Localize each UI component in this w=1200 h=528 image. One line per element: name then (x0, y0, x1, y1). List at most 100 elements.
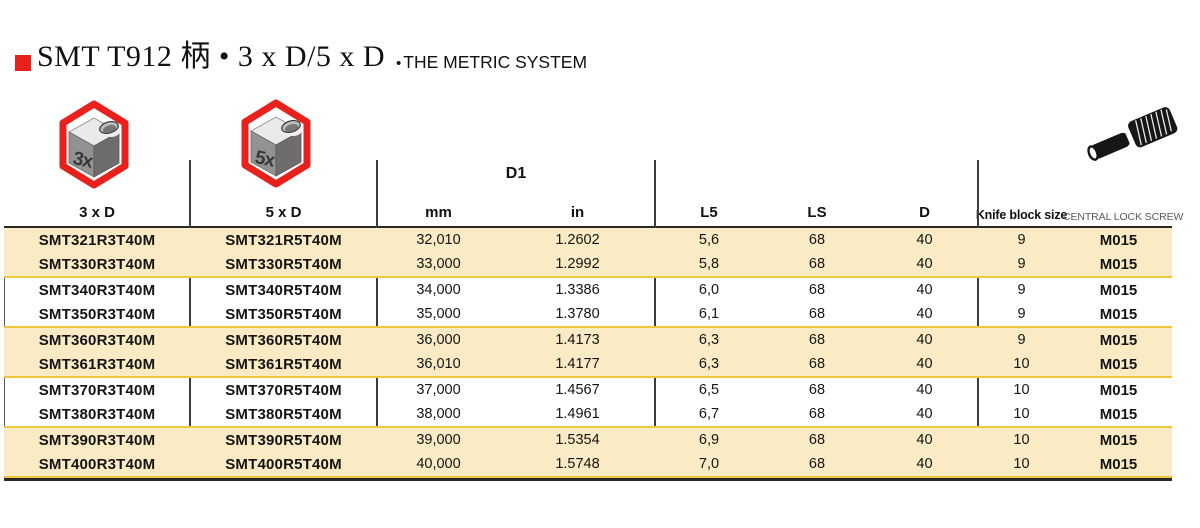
table-cell: 68 (808, 332, 826, 348)
table-cell: 6,3 (698, 332, 720, 348)
table-cell: SMT340R5T40M (225, 282, 342, 299)
table-cell: 9 (1017, 332, 1026, 348)
table-cell: SMT360R5T40M (225, 332, 342, 349)
table-cell: 68 (808, 256, 826, 272)
table-row: SMT350R3T40M SMT350R5T40M 35,000 1.3780 6,1 6… (4, 303, 1172, 328)
table-row: SMT330R3T40M SMT330R5T40M 33,000 1.2992 5,8 6… (4, 253, 1172, 278)
product-table: SMT321R3T40M SMT321R5T40M 32,010 1.2602 5,6 6… (4, 228, 1172, 478)
table-cell: 1.4567 (555, 382, 600, 398)
red-square-bullet (15, 55, 31, 71)
col-header-l5: L5 (700, 204, 718, 221)
page-subtitle: • THE METRIC SYSTEM (396, 52, 587, 74)
table-cell: 68 (808, 232, 826, 248)
table-cell: 10 (1013, 356, 1030, 372)
table-cell: SMT330R5T40M (225, 256, 342, 273)
table-cell: SMT390R5T40M (225, 432, 342, 449)
table-cell: 68 (808, 432, 826, 448)
table-cell: 33,000 (416, 256, 461, 272)
table-cell: M015 (1099, 382, 1138, 399)
table-cell: M015 (1099, 256, 1138, 273)
table-cell: SMT370R5T40M (225, 382, 342, 399)
table-cell: 35,000 (416, 306, 461, 322)
bullet-icon: • (396, 55, 402, 72)
table-cell: M015 (1099, 282, 1138, 299)
table-cell: 40 (916, 456, 933, 472)
table-cell: SMT380R5T40M (225, 406, 342, 423)
col-header-ls: LS (807, 204, 827, 221)
pocket-hole (284, 124, 299, 132)
table-cell: 1.5354 (555, 432, 600, 448)
table-row: SMT390R3T40M SMT390R5T40M 39,000 1.5354 6,9 6… (4, 428, 1172, 453)
table-cell: 1.3386 (555, 282, 600, 298)
table-cell: 9 (1017, 282, 1026, 298)
table-cell: SMT340R3T40M (38, 282, 156, 299)
table-cell: 10 (1013, 432, 1030, 448)
col-header-5xd: 5 x D (265, 204, 302, 221)
col-header-knife-block-size: Knife block size (975, 208, 1068, 222)
table-cell: 36,010 (416, 356, 461, 372)
column-divider (376, 160, 378, 478)
table-cell: 1.4961 (555, 406, 600, 422)
col-header-central-lock-screw: CENTRAL LOCK SCREW (1063, 211, 1184, 223)
table-cell: 40 (916, 332, 933, 348)
table-row: SMT380R3T40M SMT380R5T40M 38,000 1.4961 6,7 6… (4, 403, 1172, 428)
table-cell: 68 (808, 382, 826, 398)
table-cell: 9 (1017, 232, 1026, 248)
table-row: SMT370R3T40M SMT370R5T40M 37,000 1.4567 6,5 6… (4, 378, 1172, 403)
table-cell: 40 (916, 256, 933, 272)
table-cell: SMT350R3T40M (38, 306, 156, 323)
header-rule (4, 226, 1172, 229)
table-cell: M015 (1099, 456, 1138, 473)
col-header-in: in (570, 204, 585, 221)
pocket-hole (102, 125, 117, 133)
table-cell: 10 (1013, 456, 1030, 472)
table-cell: M015 (1099, 356, 1138, 373)
5xd-cube-icon: 5x (241, 99, 311, 188)
table-cell: 68 (808, 356, 826, 372)
central-lock-screw-icon (1087, 107, 1178, 161)
table-cell: SMT361R3T40M (38, 356, 156, 373)
table-row: SMT360R3T40M SMT360R5T40M 36,000 1.4173 6,3 6… (4, 328, 1172, 353)
table-cell: 10 (1013, 382, 1030, 398)
table-cell: M015 (1099, 332, 1138, 349)
table-cell: 34,000 (416, 282, 461, 298)
table-cell: SMT360R3T40M (38, 332, 156, 349)
table-row: SMT321R3T40M SMT321R5T40M 32,010 1.2602 5,6 6… (4, 228, 1172, 253)
table-cell: 37,000 (416, 382, 461, 398)
column-divider (654, 160, 656, 478)
table-cell: 5,8 (698, 256, 720, 272)
table-row: SMT400R3T40M SMT400R5T40M 40,000 1.5748 7,0 6… (4, 453, 1172, 478)
table-cell: 40 (916, 282, 933, 298)
table-cell: SMT390R3T40M (38, 432, 156, 449)
table-cell: 1.3780 (555, 306, 600, 322)
table-cell: 40 (916, 406, 933, 422)
table-cell: SMT361R5T40M (225, 356, 342, 373)
table-cell: 40 (916, 382, 933, 398)
table-cell: 1.2992 (555, 256, 600, 272)
column-divider (189, 160, 191, 478)
table-cell: M015 (1099, 306, 1138, 323)
table-cell: M015 (1099, 232, 1138, 249)
metric-system-label: THE METRIC SYSTEM (403, 52, 588, 72)
table-cell: SMT370R3T40M (38, 382, 156, 399)
table-cell: SMT330R3T40M (38, 256, 156, 273)
table-row: SMT340R3T40M SMT340R5T40M 34,000 1.3386 6,0 6… (4, 278, 1172, 303)
table-cell: 10 (1013, 406, 1030, 422)
table-cell: 40,000 (416, 456, 461, 472)
table-cell: SMT321R3T40M (38, 232, 156, 249)
table-cell: 5,6 (698, 232, 720, 248)
table-cell: 9 (1017, 306, 1026, 322)
table-cell: 39,000 (416, 432, 461, 448)
table-cell: 40 (916, 432, 933, 448)
col-header-3xd: 3 x D (79, 204, 115, 221)
table-bottom-rule (4, 478, 1172, 481)
table-cell: 40 (916, 306, 933, 322)
table-cell: 68 (808, 456, 826, 472)
table-cell: 7,0 (698, 456, 720, 472)
table-cell: 32,010 (416, 232, 461, 248)
table-cell: M015 (1099, 432, 1138, 449)
table-cell: 6,5 (698, 382, 720, 398)
table-cell: SMT350R5T40M (225, 306, 342, 323)
table-cell: SMT400R5T40M (225, 456, 342, 473)
